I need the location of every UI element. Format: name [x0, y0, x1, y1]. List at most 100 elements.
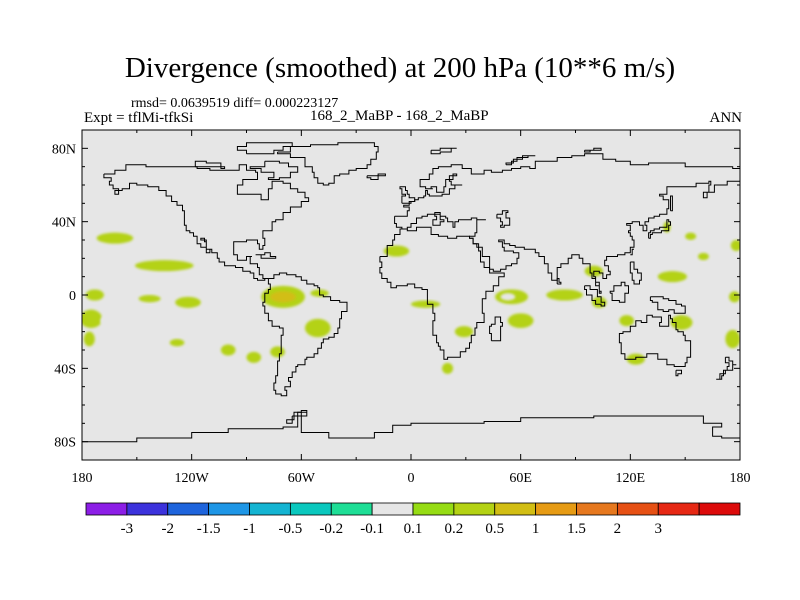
divergence-region-11	[270, 346, 285, 358]
divergence-region-45	[685, 232, 697, 240]
coastline-ellesmere	[236, 142, 293, 155]
divergence-region-24	[434, 280, 454, 288]
divergence-region-8	[169, 339, 185, 347]
divergence-region-20	[407, 262, 430, 277]
coastline-novaya-zemlya	[505, 155, 536, 166]
colorbar-label-13: 3	[655, 521, 663, 537]
coastlines	[82, 142, 740, 443]
coastline-new-guinea	[649, 296, 686, 314]
coastline-tasmania	[675, 369, 682, 377]
coastline-philippines	[629, 261, 642, 285]
divergence-contours	[82, 203, 740, 374]
coastline-svalbard	[430, 147, 457, 155]
coastline-new-zealand	[716, 356, 737, 380]
y-tick-label-0: 80N	[52, 142, 76, 157]
x-tick-label-2: 60W	[288, 471, 316, 486]
coastline-greenland	[277, 142, 379, 186]
coastline-sumatra	[584, 285, 606, 307]
x-tick-label-1: 120W	[175, 471, 210, 486]
colorbar-label-9: 0.5	[485, 521, 504, 537]
divergence-region-25	[411, 300, 441, 308]
colorbar-swatch-5	[289, 502, 332, 516]
colorbar-swatch-4	[249, 502, 291, 516]
divergence-region-5	[138, 295, 161, 303]
coastline-taiwan	[630, 248, 634, 256]
divergence-region-16	[270, 291, 296, 303]
colorbar-swatch-15	[698, 502, 741, 516]
divergence-region-2	[85, 289, 104, 301]
colorbar-swatch-9	[453, 502, 496, 516]
x-tick-label-0: 180	[72, 471, 93, 486]
divergence-region-40	[619, 315, 634, 327]
divergence-region-1	[135, 260, 194, 272]
coastline-victoria-island	[194, 160, 226, 169]
divergence-region-30	[500, 293, 516, 301]
colorbar-label-5: -0.2	[319, 521, 343, 537]
colorbar-label-6: -0.1	[360, 521, 384, 537]
divergence-region-38	[729, 291, 740, 303]
divergence-region-14	[233, 289, 252, 301]
divergence-region-27	[471, 337, 486, 345]
colorbar-swatch-12	[576, 502, 618, 516]
x-tick-label-6: 180	[730, 471, 751, 486]
colorbar-label-7: 0.1	[404, 521, 423, 537]
divergence-region-3	[82, 309, 103, 328]
colorbar-swatch-14	[657, 502, 700, 516]
divergence-region-7	[83, 331, 95, 347]
coastline-cuba	[255, 252, 277, 259]
divergence-region-26	[454, 326, 474, 338]
x-tick-label-4: 60E	[509, 471, 532, 486]
y-tick-label-4: 80S	[54, 436, 76, 451]
coastline-severnaya-zemlya	[584, 147, 602, 153]
colorbar-swatch-13	[616, 502, 659, 516]
divergence-region-10	[246, 351, 262, 363]
rmsd-diff-stats: rmsd= 0.0639519 diff= 0.000223127	[131, 96, 339, 111]
colorbar-swatch-10	[494, 502, 537, 516]
experiment-label: Expt = tflMi-tfkSi	[84, 110, 194, 126]
divergence-region-32	[546, 289, 583, 301]
case-label: 168_2_MaBP - 168_2_MaBP	[310, 108, 489, 124]
divergence-region-37	[730, 240, 740, 251]
coastline-north-america	[103, 164, 310, 281]
divergence-region-23	[416, 285, 443, 297]
coastline-eurasia	[394, 153, 740, 294]
divergence-region-35	[657, 271, 687, 283]
coastline-baffin	[249, 160, 299, 180]
divergence-region-4	[100, 313, 126, 328]
colorbar-swatch-8	[412, 502, 455, 516]
divergence-region-41	[725, 329, 740, 349]
colorbar-label-3: -1	[243, 521, 256, 537]
colorbar-swatch-6	[330, 502, 373, 516]
y-tick-label-2: 0	[69, 289, 76, 304]
colorbar-swatch-11	[535, 502, 577, 516]
colorbar-label-2: -1.5	[197, 521, 221, 537]
divergence-region-43	[679, 203, 691, 211]
coastline-japan	[648, 219, 671, 239]
colorbar-label-8: 0.2	[445, 521, 464, 537]
divergence-region-19	[383, 245, 410, 257]
colorbar-label-1: -2	[162, 521, 175, 537]
colorbar-swatch-0	[85, 502, 128, 516]
colorbar-label-0: -3	[121, 521, 134, 537]
divergence-region-6	[175, 296, 201, 308]
divergence-region-36	[697, 252, 709, 261]
coastline-australia	[618, 314, 692, 367]
divergence-region-31	[507, 313, 534, 328]
coastline-madagascar	[489, 316, 503, 342]
coastline-iceland	[366, 173, 386, 180]
divergence-region-28	[442, 362, 454, 374]
coastline-caspian	[496, 210, 511, 228]
colorbar-label-12: 2	[614, 521, 622, 537]
y-tick-label-1: 40N	[52, 216, 76, 231]
chart-title: Divergence (smoothed) at 200 hPa (10**6 …	[124, 52, 676, 84]
season-label: ANN	[709, 110, 743, 126]
colorbar-swatch-2	[167, 502, 210, 516]
colorbar-swatch-7	[371, 502, 414, 516]
colorbar-swatch-3	[208, 502, 250, 516]
divergence-region-0	[96, 232, 134, 244]
x-tick-label-3: 0	[408, 471, 415, 486]
coastline-borneo	[609, 281, 629, 303]
coastline-sakhalin	[670, 195, 673, 212]
coastline-south-america	[262, 272, 348, 397]
